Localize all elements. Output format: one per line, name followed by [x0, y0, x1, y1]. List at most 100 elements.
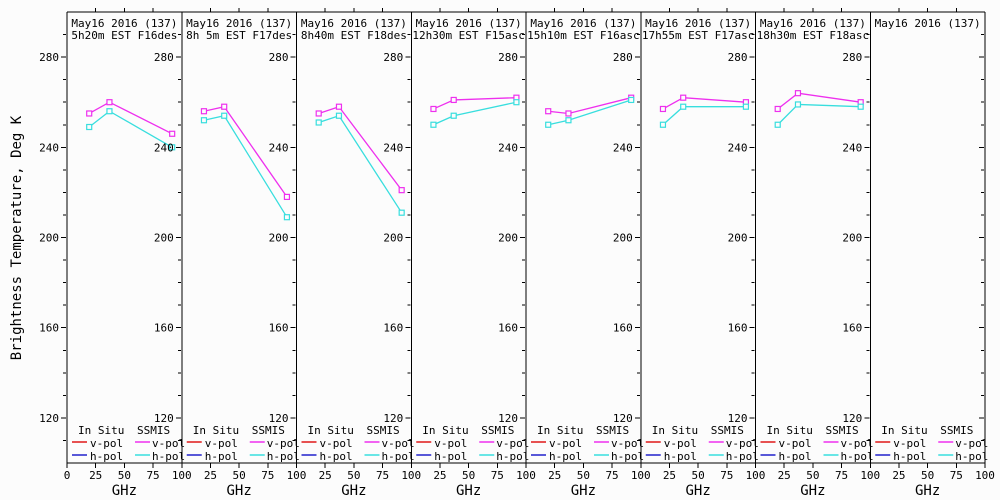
y-tick-label: 200 — [728, 232, 748, 245]
legend-label: h-pol — [611, 450, 644, 463]
y-tick-label: 160 — [39, 322, 59, 335]
x-tick-label: 50 — [692, 469, 705, 482]
x-tick-label: 100 — [516, 469, 536, 482]
legend-label: h-pol — [152, 450, 185, 463]
panel-title-date: May16 2016 (137) — [186, 17, 292, 30]
legend-label: h-pol — [382, 450, 415, 463]
legend-label: v-pol — [664, 437, 697, 450]
legend-header-in-situ: In Situ — [767, 424, 813, 437]
y-tick-label: 280 — [39, 51, 59, 64]
legend-label: v-pol — [893, 437, 926, 450]
legend-label: h-pol — [955, 450, 988, 463]
legend-label: v-pol — [267, 437, 300, 450]
legend-header-ssmis: SSMIS — [367, 424, 400, 437]
y-tick-label: 120 — [498, 412, 518, 425]
legend-header-ssmis: SSMIS — [481, 424, 514, 437]
data-marker-ssmis_v — [774, 105, 781, 113]
data-marker-ssmis_h — [335, 112, 343, 119]
legend-label: v-pol — [320, 437, 353, 450]
legend-label: v-pol — [382, 437, 415, 450]
data-marker-ssmis_h — [398, 209, 405, 216]
y-tick-label: 280 — [728, 51, 748, 64]
x-tick-label: 25 — [892, 469, 905, 482]
legend-label: v-pol — [726, 437, 759, 450]
data-marker-ssmis_h — [545, 121, 552, 128]
y-tick-label: 280 — [842, 51, 862, 64]
data-marker-ssmis_h — [565, 117, 572, 124]
series-line-ssmis_v — [433, 97, 517, 110]
y-tick-label: 160 — [269, 322, 289, 335]
y-tick-label: 200 — [154, 232, 174, 245]
legend-label: h-pol — [893, 450, 926, 463]
y-tick-label: 280 — [383, 51, 403, 64]
legend-label: v-pol — [90, 437, 123, 450]
y-tick-label: 120 — [613, 412, 633, 425]
data-marker-ssmis_v — [106, 99, 113, 106]
data-marker-ssmis_h — [628, 96, 635, 104]
x-tick-label: 100 — [860, 469, 880, 482]
data-marker-ssmis_h — [857, 103, 864, 110]
legend-header-in-situ: In Situ — [78, 424, 124, 437]
legend-label: v-pol — [611, 437, 644, 450]
legend-label: h-pol — [205, 450, 238, 463]
x-tick-label: 75 — [376, 469, 389, 482]
legend-header-ssmis: SSMIS — [252, 424, 285, 437]
y-tick-label: 280 — [154, 51, 174, 64]
y-tick-label: 280 — [269, 51, 289, 64]
x-tick-label: 75 — [720, 469, 733, 482]
y-tick-label: 160 — [498, 322, 518, 335]
x-axis-unit-label: GHz — [226, 483, 251, 499]
data-marker-ssmis_v — [169, 130, 176, 137]
y-tick-label: 160 — [613, 322, 633, 335]
y-tick-label: 240 — [39, 141, 59, 154]
y-tick-label: 160 — [842, 322, 862, 335]
legend-header-ssmis: SSMIS — [137, 424, 170, 437]
y-tick-label: 200 — [498, 232, 518, 245]
y-tick-label: 160 — [728, 322, 748, 335]
y-tick-label: 200 — [842, 232, 862, 245]
panel-title-time-satellite: 17h55m EST F17asc — [642, 29, 755, 42]
x-axis-unit-label: GHz — [685, 483, 710, 499]
legend-label: v-pol — [496, 437, 529, 450]
panel-title-date: May16 2016 (137) — [760, 17, 866, 30]
x-tick-label: 50 — [118, 469, 131, 482]
legend-header-in-situ: In Situ — [652, 424, 698, 437]
x-tick-label: 75 — [950, 469, 963, 482]
x-tick-label: 0 — [64, 469, 71, 482]
legend-label: v-pol — [955, 437, 988, 450]
y-tick-label: 160 — [383, 322, 403, 335]
x-tick-label: 100 — [975, 469, 995, 482]
data-marker-ssmis_v — [315, 110, 322, 117]
data-marker-ssmis_h — [430, 121, 437, 128]
data-marker-ssmis_v — [221, 103, 228, 110]
data-marker-ssmis_v — [450, 96, 457, 104]
y-tick-label: 120 — [154, 412, 174, 425]
series-line-ssmis_h — [662, 106, 746, 126]
panel-title-date: May16 2016 (137) — [875, 17, 981, 30]
legend-label: h-pol — [267, 450, 300, 463]
legend-header-in-situ: In Situ — [193, 424, 239, 437]
data-marker-ssmis_v — [430, 105, 437, 113]
panel-title-time-satellite: 8h 5m EST F17des — [186, 29, 292, 42]
legend-header-in-situ: In Situ — [537, 424, 583, 437]
data-marker-ssmis_h — [221, 112, 228, 119]
x-tick-label: 75 — [261, 469, 274, 482]
x-tick-label: 75 — [491, 469, 504, 482]
data-marker-ssmis_v — [398, 187, 405, 194]
x-axis-unit-label: GHz — [112, 483, 137, 499]
legend-header-ssmis: SSMIS — [596, 424, 629, 437]
legend-header-ssmis: SSMIS — [940, 424, 973, 437]
y-tick-label: 120 — [39, 412, 59, 425]
data-marker-ssmis_h — [774, 121, 781, 128]
panel-title-time-satellite: 18h30m EST F18asc — [757, 29, 870, 42]
legend-header-in-situ: In Situ — [308, 424, 354, 437]
y-tick-label: 120 — [383, 412, 403, 425]
series-line-ssmis_h — [203, 114, 288, 218]
series-line-ssmis_h — [433, 101, 517, 126]
legend-label: h-pol — [549, 450, 582, 463]
x-tick-label: 50 — [921, 469, 934, 482]
data-marker-ssmis_v — [659, 105, 667, 113]
x-tick-label: 100 — [287, 469, 307, 482]
x-axis-unit-label: GHz — [571, 483, 596, 499]
